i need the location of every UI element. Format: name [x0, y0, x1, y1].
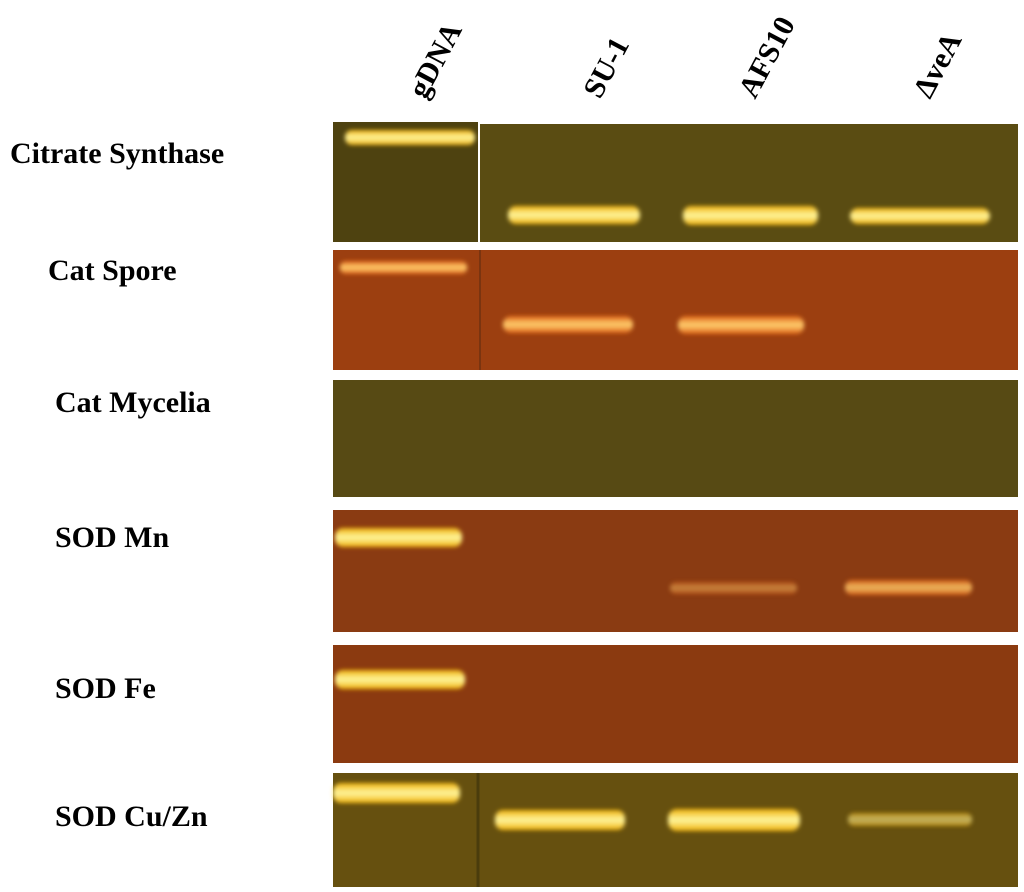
column-label: gDNA — [402, 17, 469, 103]
band — [340, 261, 467, 274]
row-labels: Citrate Synthase Cat Spore Cat Mycelia S… — [10, 137, 224, 833]
band — [850, 208, 990, 224]
band — [503, 316, 633, 333]
row-label: Cat Spore — [48, 254, 177, 287]
row-label: SOD Fe — [55, 672, 156, 705]
bands — [333, 130, 990, 831]
band — [333, 783, 460, 803]
band — [335, 670, 465, 689]
row-label: Cat Mycelia — [55, 386, 211, 419]
row-label: Citrate Synthase — [10, 137, 224, 170]
column-label: SU-1 — [577, 32, 636, 103]
column-label: AFS10 — [732, 11, 802, 103]
band — [495, 810, 625, 830]
band — [335, 528, 462, 547]
row-label: SOD Cu/Zn — [55, 800, 208, 833]
band — [683, 206, 818, 225]
band — [668, 809, 800, 831]
band — [845, 580, 972, 595]
row-label: SOD Mn — [55, 521, 170, 554]
band — [670, 582, 797, 594]
band — [508, 206, 640, 224]
gel-panel — [333, 380, 1018, 497]
band — [848, 813, 972, 826]
column-labels: gDNA SU-1 AFS10 ΔveA — [402, 11, 969, 103]
gel-panel — [333, 645, 1018, 763]
column-label: ΔveA — [907, 27, 969, 104]
band — [345, 130, 475, 145]
gel-panels — [333, 122, 1018, 887]
band — [678, 316, 804, 334]
